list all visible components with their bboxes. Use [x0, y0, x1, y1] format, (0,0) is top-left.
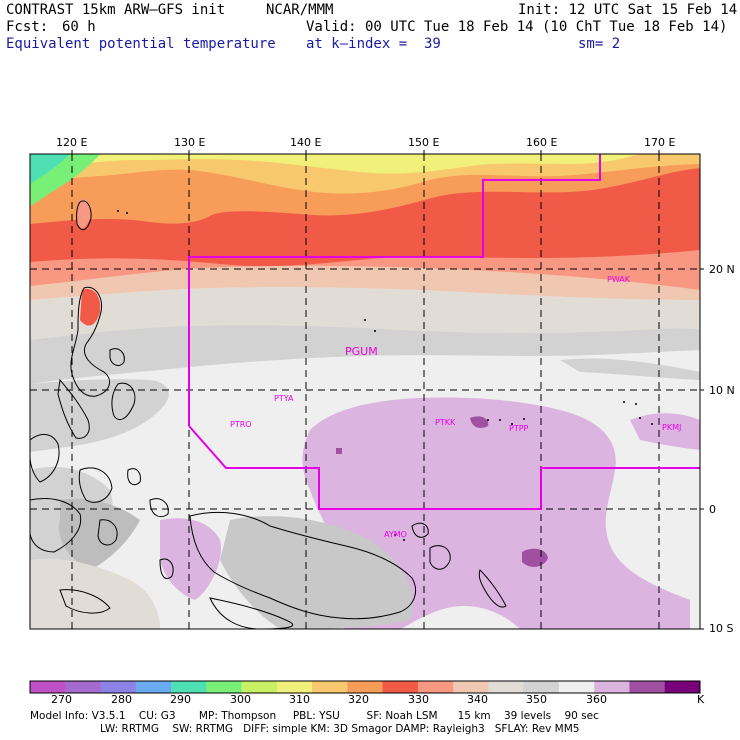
colorbar-swatch: [312, 681, 348, 693]
colorbar-swatch: [347, 681, 384, 693]
model-title: CONTRAST 15km ARW—GFS init: [6, 2, 226, 18]
lat-label-10n: 10 N: [709, 384, 735, 397]
station-ptya: PTYA: [274, 394, 294, 403]
colorbar-swatch: [664, 681, 701, 693]
colorbar-swatch: [171, 681, 207, 693]
valid-time: Valid: 00 UTC Tue 18 Feb 14 (10 ChT Tue …: [306, 19, 728, 35]
lon-label-140: 140 E: [290, 136, 322, 149]
colorbar-swatch: [523, 681, 560, 693]
colorbar-swatch: [206, 681, 243, 693]
small-islands: [117, 210, 653, 541]
colorbar-label-330: 330: [408, 693, 429, 706]
colorbar-swatch: [135, 681, 172, 693]
colorbar-swatch: [629, 681, 666, 693]
colorbar-frame: [29, 680, 701, 694]
colorbar-label-280: 280: [111, 693, 132, 706]
colorbar-label-340: 340: [467, 693, 488, 706]
colorbar-unit: K: [697, 693, 705, 706]
model-info-line1: Model Info: V3.5.1 CU: G3 MP: Thompson P…: [30, 710, 599, 722]
colorbar-label-350: 350: [526, 693, 547, 706]
lat-label-0: 0: [709, 503, 716, 516]
lon-label-150: 150 E: [408, 136, 440, 149]
forecast-hour: 60 h: [62, 19, 96, 35]
coastlines: [30, 200, 507, 629]
colorbar-swatch: [594, 681, 630, 693]
colorbar-swatch: [453, 681, 489, 693]
colorbar-swatch: [276, 681, 313, 693]
station-pgum: PGUM: [345, 345, 378, 358]
colorbar-label-360: 360: [586, 693, 607, 706]
station-pkmj: PKMJ: [662, 423, 681, 432]
colorbar-label-310: 310: [289, 693, 310, 706]
graticule: [30, 154, 700, 629]
lon-label-170: 170 E: [644, 136, 676, 149]
lat-label-10s: 10 S: [709, 622, 734, 635]
colorbar-swatch: [382, 681, 419, 693]
lon-label-160: 160 E: [526, 136, 558, 149]
colorbar-label-270: 270: [51, 693, 72, 706]
lon-label-120: 120 E: [56, 136, 88, 149]
station-ptkk: PTKK: [435, 418, 456, 427]
lat-label-20n: 20 N: [709, 263, 735, 276]
region-boundary: [188, 154, 700, 510]
station-labels: PWAK PGUM PTYA PTRO PTKK PTPP PKMJ AYMO: [230, 275, 681, 539]
init-time: Init: 12 UTC Sat 15 Feb 14: [518, 2, 738, 18]
station-aymo: AYMO: [384, 530, 407, 539]
colorbar-swatch: [417, 681, 454, 693]
model-info-line2: LW: RRTMG SW: RRTMG DIFF: simple KM: 3D …: [100, 723, 580, 735]
level-index: at k—index = 39: [306, 36, 441, 52]
colorbar-swatch: [558, 681, 595, 693]
colorbar: [29, 680, 701, 694]
frame-ticks: [71, 150, 704, 630]
colorbar-label-290: 290: [170, 693, 191, 706]
center-name: NCAR/MMM: [266, 2, 334, 18]
station-ptro: PTRO: [230, 420, 252, 429]
map-frame: [29, 153, 701, 630]
lon-label-130: 130 E: [174, 136, 206, 149]
colorbar-swatch: [30, 681, 66, 693]
colorbar-swatch: [65, 681, 102, 693]
forecast-label: Fcst:: [6, 19, 49, 35]
field-name: Equivalent potential temperature: [6, 36, 276, 52]
station-ptpp: PTPP: [509, 424, 529, 433]
colorbar-label-320: 320: [348, 693, 369, 706]
colorbar-swatch: [100, 681, 137, 693]
colorbar-swatch: [241, 681, 278, 693]
colorbar-swatch: [488, 681, 525, 693]
colorbar-label-300: 300: [230, 693, 251, 706]
smoothing: sm= 2: [578, 36, 621, 52]
station-pwak: PWAK: [607, 275, 631, 284]
shaded-field: [30, 154, 700, 629]
